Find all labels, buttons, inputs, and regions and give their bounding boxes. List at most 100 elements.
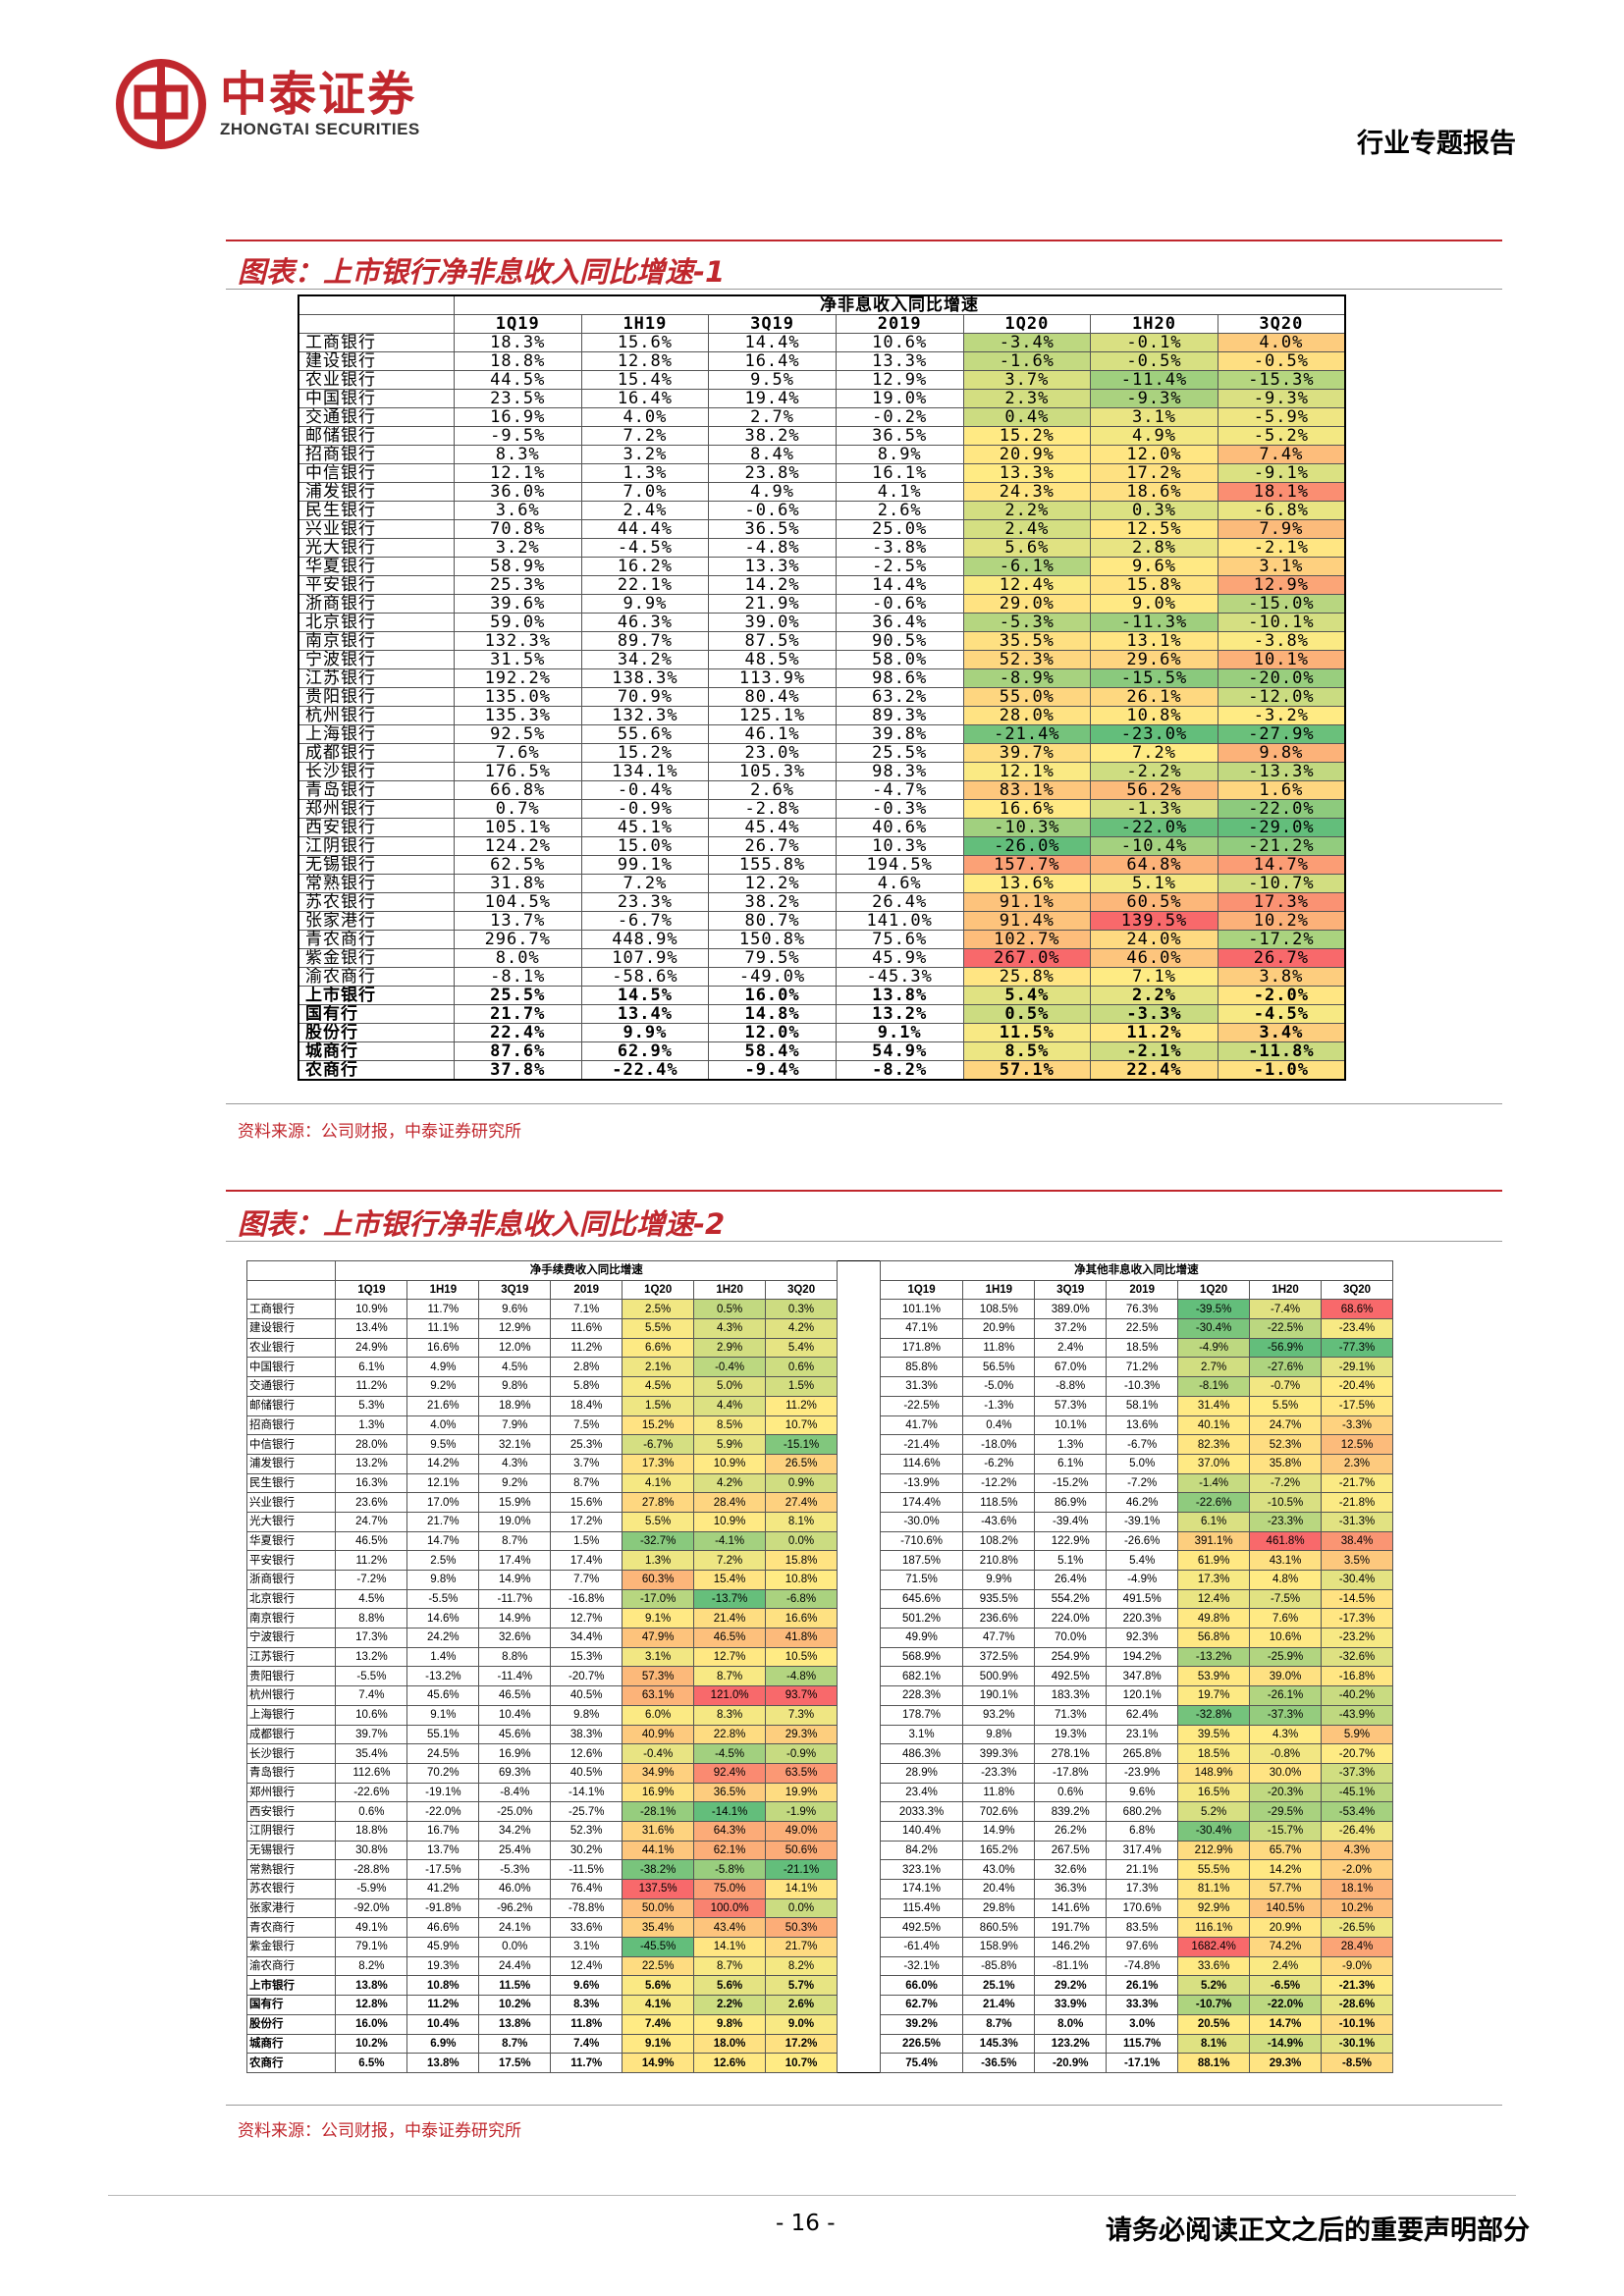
other-cell: 61.9% xyxy=(1177,1550,1251,1571)
table-cell: -5.2% xyxy=(1217,426,1346,446)
table-row: 光大银行 3.2% -4.5% -4.8% -3.8% 5.6% 2.8% -2.1% xyxy=(298,538,1346,558)
bank-name: 国有行 xyxy=(298,1004,455,1024)
table-cell: -29.0% xyxy=(1217,818,1346,837)
gap-cell xyxy=(837,1357,881,1377)
column-header-row: 1Q19 1H19 3Q19 2019 1Q20 1H20 3Q20 1Q19 1H19 3Q19… xyxy=(245,1279,1393,1301)
table-cell: 9.0% xyxy=(1090,594,1218,614)
other-cell: 85.8% xyxy=(879,1357,964,1378)
bank-name: 华夏银行 xyxy=(298,557,455,576)
table-cell: 15.6% xyxy=(580,333,710,352)
table-row: 北京银行 59.0% 46.3% 39.0% 36.4% -5.3% -11.3% -10.1… xyxy=(298,613,1346,632)
fee-cell: 62.1% xyxy=(693,1840,767,1861)
other-cell: 0.4% xyxy=(962,1415,1036,1436)
fee-cell: 11.5% xyxy=(478,1975,552,1997)
fee-cell: -6.7% xyxy=(622,1434,695,1455)
table-row: 苏农银行 -5.9% 41.2% 46.0% 76.4% 137.5% 75.0% 14.1%… xyxy=(245,1879,1393,1899)
table-cell: -10.3% xyxy=(962,818,1092,837)
table-cell: 176.5% xyxy=(453,762,582,781)
figure1-title: 图表：上市银行净非息收入同比增速-1 xyxy=(238,255,726,289)
fee-cell: 46.5% xyxy=(478,1685,552,1706)
fee-cell: 6.6% xyxy=(622,1337,695,1359)
table-cell: 87.5% xyxy=(708,631,837,651)
table-row: 成都银行 39.7% 55.1% 45.6% 38.3% 40.9% 22.8% 29.3% 3… xyxy=(245,1724,1393,1745)
table-cell: 52.3% xyxy=(962,650,1092,669)
table-cell: 21.9% xyxy=(708,594,837,614)
table-cell: 4.0% xyxy=(580,407,710,427)
fee-cell: 44.1% xyxy=(622,1840,695,1861)
fee-cell: 7.4% xyxy=(550,2033,623,2055)
fee-cell: 24.1% xyxy=(478,1917,552,1939)
other-cell: 123.2% xyxy=(1034,2033,1108,2055)
fee-cell: 17.3% xyxy=(622,1453,695,1474)
other-cell: 26.1% xyxy=(1106,1975,1179,1997)
fee-cell: -8.4% xyxy=(478,1782,552,1803)
fee-cell: 4.5% xyxy=(335,1588,408,1610)
fee-cell: 4.1% xyxy=(622,1995,695,2015)
table-cell: 25.0% xyxy=(835,519,964,539)
other-cell: -23.9% xyxy=(1106,1762,1179,1784)
fee-cell: 8.7% xyxy=(550,1472,623,1494)
group-row: 农商行 37.8% -22.4% -9.4% -8.2% 57.1% 22.4% -1.0% xyxy=(298,1060,1346,1081)
table-cell: 8.4% xyxy=(708,445,837,464)
fee-cell: 24.4% xyxy=(478,1955,552,1977)
other-cell: -0.8% xyxy=(1249,1743,1323,1764)
bank-name: 招商银行 xyxy=(245,1415,337,1436)
fee-cell: -38.2% xyxy=(622,1859,695,1880)
bank-name: 邮储银行 xyxy=(245,1395,337,1416)
table-cell: -9.3% xyxy=(1090,389,1218,408)
table-row: 上海银行 10.6% 9.1% 10.4% 9.8% 6.0% 8.3% 7.3% 178.7%… xyxy=(245,1704,1393,1726)
table-row: 常熟银行 31.8% 7.2% 12.2% 4.6% 13.6% 5.1% -10.7% xyxy=(298,874,1346,893)
left-table-title: 净手续费收入同比增速 xyxy=(335,1260,838,1281)
right-table-title: 净其他非息收入同比增速 xyxy=(879,1260,1394,1281)
fee-cell: 18.0% xyxy=(693,2033,767,2055)
bank-name: 交通银行 xyxy=(298,407,455,427)
other-cell: -39.1% xyxy=(1106,1511,1179,1532)
other-cell: -74.8% xyxy=(1106,1955,1179,1977)
bank-name: 青农商行 xyxy=(245,1917,337,1939)
other-cell: 1.3% xyxy=(1034,1434,1108,1455)
fee-cell: 8.3% xyxy=(693,1704,767,1726)
table-cell: -8.9% xyxy=(962,668,1092,688)
other-cell: 839.2% xyxy=(1034,1801,1108,1822)
table-cell: 55.6% xyxy=(580,724,710,744)
gap-cell xyxy=(837,1705,881,1725)
other-cell: -32.1% xyxy=(879,1955,964,1977)
fee-cell: 10.9% xyxy=(335,1299,408,1320)
table-cell: 11.5% xyxy=(962,1023,1092,1042)
table-row: 江阴银行 124.2% 15.0% 26.7% 10.3% -26.0% -10.4% -21… xyxy=(298,836,1346,856)
fee-cell: 11.7% xyxy=(406,1299,480,1320)
fee-cell: 9.6% xyxy=(478,1299,552,1320)
table-cell: 16.0% xyxy=(708,986,837,1005)
fee-cell: 28.0% xyxy=(335,1434,408,1455)
fee-cell: 6.5% xyxy=(335,2053,408,2073)
bank-name: 中国银行 xyxy=(245,1357,337,1378)
other-cell: 16.5% xyxy=(1177,1782,1251,1803)
report-type: 行业专题报告 xyxy=(1357,129,1516,159)
table-cell: 113.9% xyxy=(708,668,837,688)
fee-cell: 11.6% xyxy=(550,1318,623,1339)
table-row: 华夏银行 46.5% 14.7% 8.7% 1.5% -32.7% -4.1% 0.0% -71… xyxy=(245,1530,1393,1552)
column-header: 1Q20 xyxy=(1177,1279,1251,1301)
fee-cell: -0.9% xyxy=(765,1743,838,1764)
other-cell: 174.4% xyxy=(879,1492,964,1513)
bank-name: 贵阳银行 xyxy=(298,687,455,707)
table-row: 紫金银行 79.1% 45.9% 0.0% 3.1% -45.5% 14.1% 21.7% -6… xyxy=(245,1937,1393,1957)
fee-cell: 27.8% xyxy=(622,1492,695,1513)
fee-cell: 2.8% xyxy=(550,1357,623,1378)
table-cell: 0.4% xyxy=(962,407,1092,427)
other-cell: -10.5% xyxy=(1249,1492,1323,1513)
table-cell: 48.5% xyxy=(708,650,837,669)
table-cell: -15.5% xyxy=(1090,668,1218,688)
other-cell: -22.0% xyxy=(1249,1995,1323,2015)
table-row: 民生银行 3.6% 2.4% -0.6% 2.6% 2.2% 0.3% -6.8% xyxy=(298,501,1346,520)
figure2-top-rule xyxy=(226,1190,1502,1192)
bank-name: 浦发银行 xyxy=(245,1453,337,1474)
fee-cell: 9.5% xyxy=(406,1434,480,1455)
table-cell: 1.3% xyxy=(580,463,710,483)
fee-cell: 70.2% xyxy=(406,1762,480,1784)
table-row: 渝农商行 -8.1% -58.6% -49.0% -45.3% 25.8% 7.1% 3.8% xyxy=(298,967,1346,987)
fee-cell: 75.0% xyxy=(693,1879,767,1899)
table-cell: 23.3% xyxy=(580,892,710,912)
other-cell: -29.1% xyxy=(1321,1357,1393,1378)
other-cell: 83.5% xyxy=(1106,1917,1179,1939)
